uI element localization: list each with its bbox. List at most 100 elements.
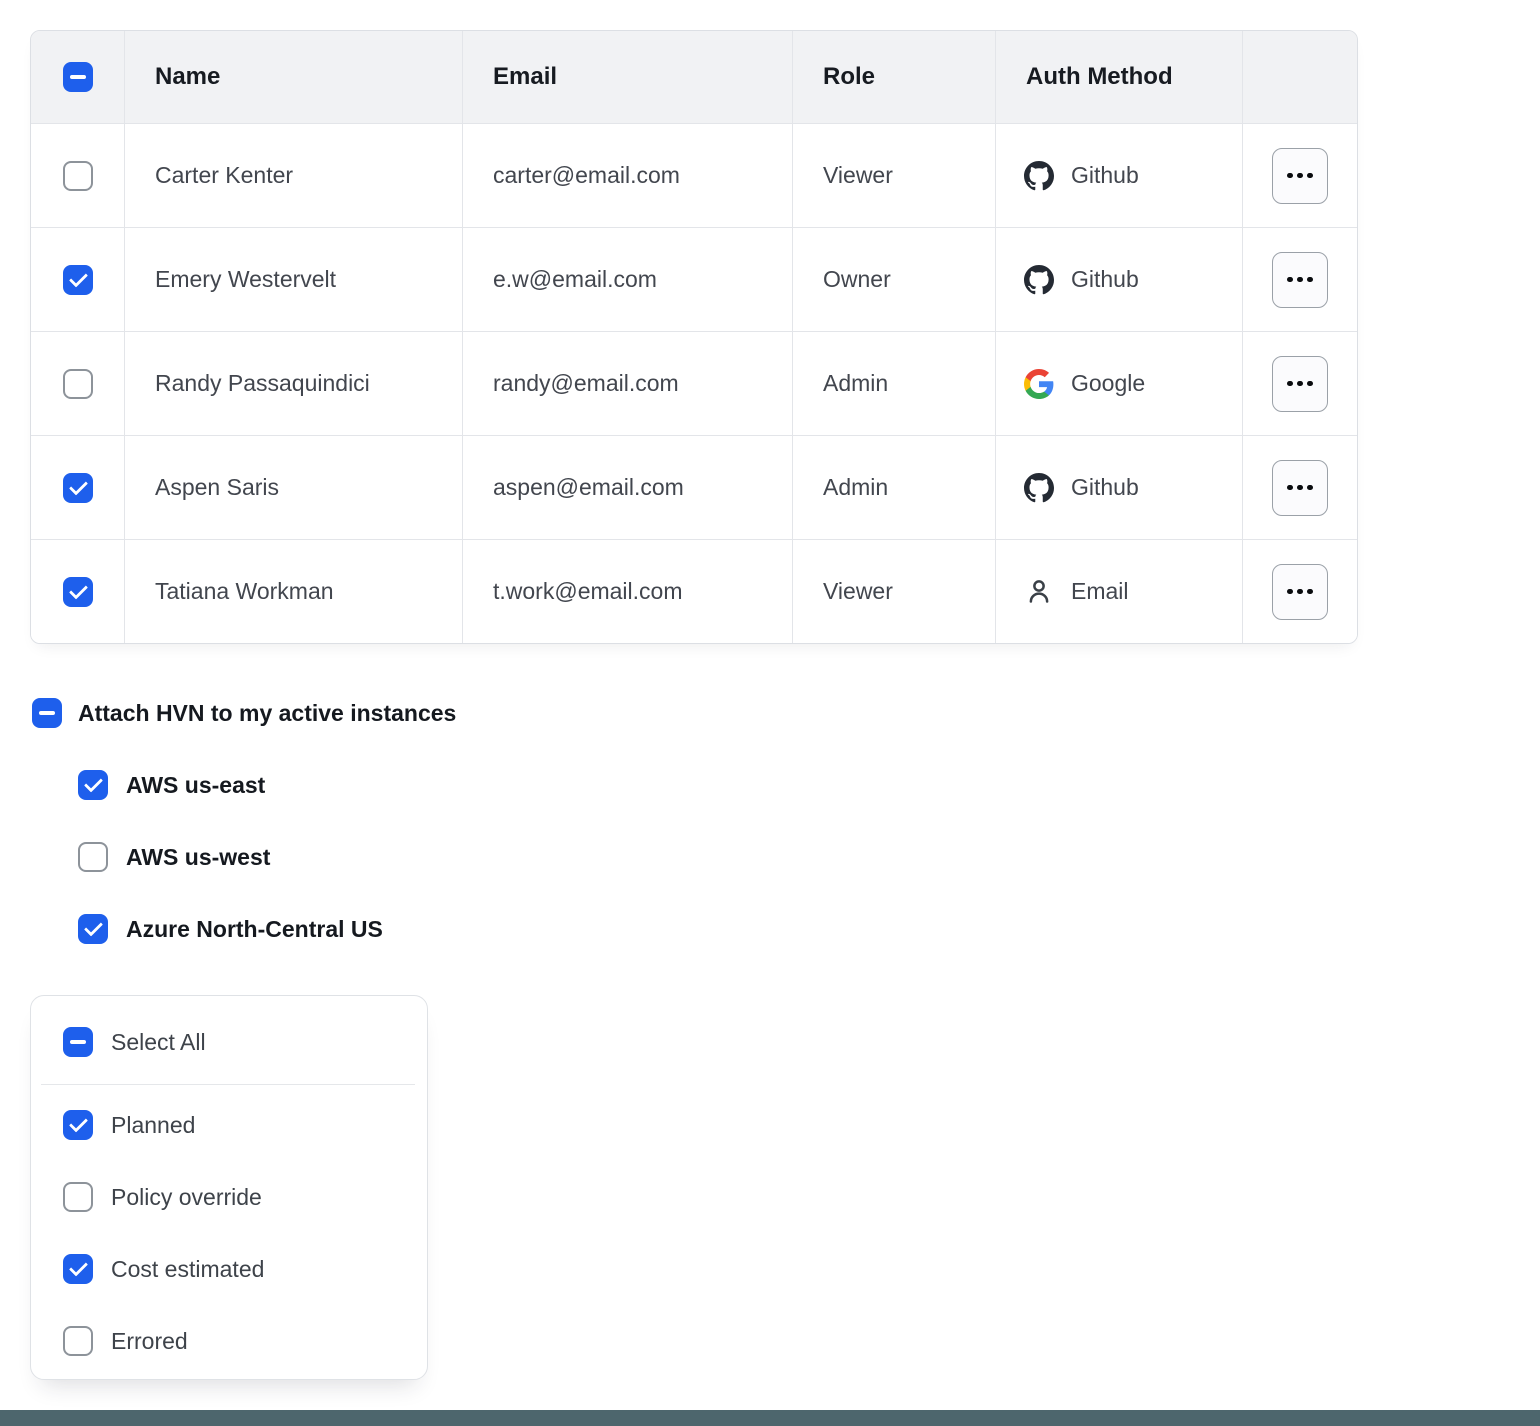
filter-option-checkbox[interactable]	[63, 1254, 93, 1284]
cell-auth-method: Github	[996, 124, 1243, 227]
cell-email: carter@email.com	[463, 124, 793, 227]
cell-actions	[1243, 124, 1357, 227]
table-row: Randy Passaquindici randy@email.com Admi…	[31, 331, 1357, 435]
column-header-auth-method: Auth Method	[996, 31, 1243, 123]
cell-auth-method: Google	[996, 332, 1243, 435]
cell-role: Viewer	[793, 540, 996, 643]
table-row: Tatiana Workman t.work@email.com Viewer …	[31, 539, 1357, 643]
cell-email: e.w@email.com	[463, 228, 793, 331]
filter-option-label: Cost estimated	[111, 1255, 265, 1282]
hvn-children: AWS us-east AWS us-west Azure North-Cent…	[78, 770, 456, 944]
filter-card: Select All Planned Policy override Cost …	[30, 995, 428, 1380]
cell-email: randy@email.com	[463, 332, 793, 435]
hvn-child-checkbox[interactable]	[78, 842, 108, 872]
ellipsis-icon	[1287, 484, 1293, 491]
github-icon	[1024, 160, 1054, 191]
hvn-child-checkbox[interactable]	[78, 914, 108, 944]
cell-email: aspen@email.com	[463, 436, 793, 539]
row-checkbox-cell	[31, 436, 125, 539]
cell-name: Carter Kenter	[125, 124, 463, 227]
row-checkbox-cell	[31, 124, 125, 227]
row-actions-button[interactable]	[1272, 459, 1328, 516]
row-checkbox[interactable]	[62, 160, 93, 191]
select-all-label: Select All	[111, 1028, 206, 1055]
filter-option-row[interactable]: Errored	[63, 1326, 427, 1356]
filter-option-checkbox[interactable]	[63, 1326, 93, 1356]
hvn-child-row[interactable]: AWS us-east	[78, 770, 456, 800]
auth-method-label: Github	[1071, 162, 1139, 188]
filter-options: Planned Policy override Cost estimated E…	[31, 1110, 427, 1356]
cell-name: Emery Westervelt	[125, 228, 463, 331]
person-icon	[1024, 577, 1054, 607]
row-actions-button[interactable]	[1272, 563, 1328, 620]
filter-option-label: Errored	[111, 1327, 188, 1354]
filter-option-checkbox[interactable]	[63, 1110, 93, 1140]
row-checkbox[interactable]	[62, 264, 93, 295]
ellipsis-icon	[1287, 276, 1293, 283]
hvn-parent-label: Attach HVN to my active instances	[78, 699, 457, 726]
filter-option-row[interactable]: Planned	[63, 1110, 427, 1140]
row-checkbox-cell	[31, 332, 125, 435]
filter-option-row[interactable]: Policy override	[63, 1182, 427, 1212]
row-actions-button[interactable]	[1272, 147, 1328, 204]
column-header-role: Role	[793, 31, 996, 123]
hvn-child-label: AWS us-west	[126, 843, 271, 870]
hvn-parent-row[interactable]: Attach HVN to my active instances	[32, 698, 456, 728]
filter-option-checkbox[interactable]	[63, 1182, 93, 1212]
table-row: Aspen Saris aspen@email.com Admin Github	[31, 435, 1357, 539]
cell-actions	[1243, 332, 1357, 435]
google-icon	[1024, 368, 1054, 399]
auth-method-label: Email	[1071, 578, 1129, 604]
cell-actions	[1243, 540, 1357, 643]
cell-actions	[1243, 228, 1357, 331]
hvn-child-checkbox[interactable]	[78, 770, 108, 800]
select-all-checkbox[interactable]	[63, 1027, 93, 1057]
cell-name: Randy Passaquindici	[125, 332, 463, 435]
hvn-child-label: AWS us-east	[126, 771, 266, 798]
header-checkbox-cell	[31, 31, 125, 123]
cell-role: Admin	[793, 436, 996, 539]
cell-email: t.work@email.com	[463, 540, 793, 643]
ellipsis-icon	[1287, 380, 1293, 387]
cell-name: Aspen Saris	[125, 436, 463, 539]
cell-auth-method: Github	[996, 436, 1243, 539]
github-icon	[1024, 264, 1054, 295]
cell-auth-method: Github	[996, 228, 1243, 331]
users-table: Name Email Role Auth Method Carter Kente…	[30, 30, 1358, 644]
cell-actions	[1243, 436, 1357, 539]
ellipsis-icon	[1287, 172, 1293, 179]
select-all-rows-checkbox[interactable]	[62, 62, 93, 92]
row-checkbox-cell	[31, 540, 125, 643]
cell-name: Tatiana Workman	[125, 540, 463, 643]
footer-bar	[0, 1410, 1540, 1426]
cell-role: Admin	[793, 332, 996, 435]
cell-role: Owner	[793, 228, 996, 331]
hvn-child-row[interactable]: Azure North-Central US	[78, 914, 456, 944]
row-checkbox[interactable]	[62, 472, 93, 503]
row-checkbox[interactable]	[62, 368, 93, 399]
filter-option-row[interactable]: Cost estimated	[63, 1254, 427, 1284]
table-header-row: Name Email Role Auth Method	[31, 31, 1357, 123]
auth-method-label: Github	[1071, 474, 1139, 500]
row-checkbox[interactable]	[62, 576, 93, 607]
column-header-actions	[1243, 31, 1357, 123]
table-row: Carter Kenter carter@email.com Viewer Gi…	[31, 123, 1357, 227]
auth-method-label: Google	[1071, 370, 1146, 396]
hvn-child-row[interactable]: AWS us-west	[78, 842, 456, 872]
hvn-child-label: Azure North-Central US	[126, 915, 383, 942]
hvn-parent-checkbox[interactable]	[32, 698, 62, 728]
ellipsis-icon	[1287, 588, 1293, 595]
row-actions-button[interactable]	[1272, 355, 1328, 412]
column-header-email: Email	[463, 31, 793, 123]
cell-auth-method: Email	[996, 540, 1243, 643]
column-header-name: Name	[125, 31, 463, 123]
table-row: Emery Westervelt e.w@email.com Owner Git…	[31, 227, 1357, 331]
filter-option-label: Policy override	[111, 1183, 262, 1210]
filter-option-label: Planned	[111, 1111, 196, 1138]
row-actions-button[interactable]	[1272, 251, 1328, 308]
hvn-checkbox-group: Attach HVN to my active instances AWS us…	[32, 698, 456, 944]
select-all-row[interactable]: Select All	[63, 1027, 427, 1057]
row-checkbox-cell	[31, 228, 125, 331]
github-icon	[1024, 472, 1054, 503]
cell-role: Viewer	[793, 124, 996, 227]
